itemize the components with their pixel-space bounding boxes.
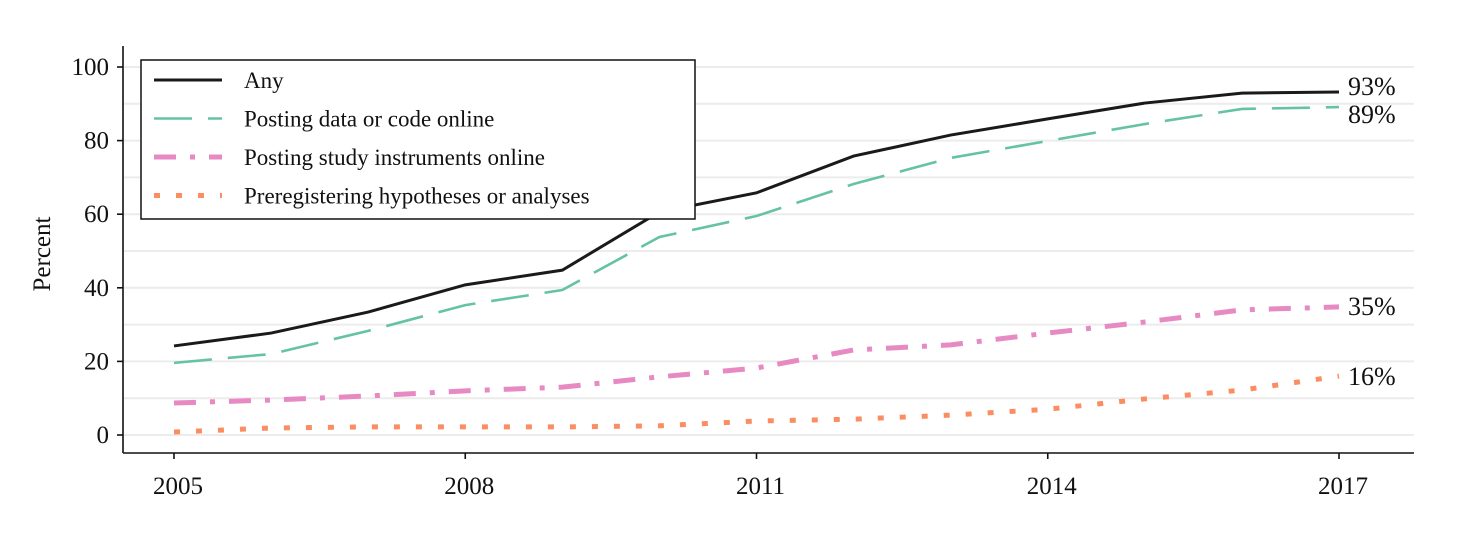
y-axis-label: Percent bbox=[29, 216, 56, 291]
y-tick-label: 80 bbox=[84, 128, 109, 155]
legend-box bbox=[140, 59, 696, 220]
end-label: 89% bbox=[1348, 100, 1396, 129]
legend-label: Posting data or code online bbox=[244, 107, 494, 132]
end-label: 93% bbox=[1348, 72, 1396, 101]
x-tick-label: 2011 bbox=[736, 473, 785, 500]
series-line-1 bbox=[173, 105, 1340, 365]
y-tick-label: 20 bbox=[84, 348, 109, 375]
axes: 0 20 40 60 80 100 2005 2008 2011 2014 2017 bbox=[72, 46, 1414, 500]
x-tick-label: 2017 bbox=[1318, 473, 1368, 500]
series-line-0 bbox=[173, 90, 1340, 348]
legend-label: Posting study instruments online bbox=[244, 145, 545, 170]
y-tick-label: 60 bbox=[84, 201, 109, 228]
end-label: 16% bbox=[1348, 362, 1396, 391]
legend: Any Posting data or code online Posting st… bbox=[140, 59, 696, 220]
series-line-2 bbox=[173, 304, 1340, 406]
y-tick-label: 100 bbox=[72, 54, 110, 81]
x-tick-label: 2008 bbox=[444, 473, 494, 500]
legend-label: Preregistering hypotheses or analyses bbox=[244, 184, 590, 209]
series-lines bbox=[173, 90, 1340, 435]
end-labels: 93%89% 35% 16% bbox=[1348, 72, 1396, 391]
legend-label: Any bbox=[244, 68, 284, 93]
y-tick-label: 40 bbox=[84, 275, 109, 302]
x-tick-label: 2014 bbox=[1027, 473, 1078, 500]
y-tick-label: 0 bbox=[97, 422, 110, 449]
end-label: 35% bbox=[1348, 292, 1396, 321]
x-tick-label: 2005 bbox=[153, 473, 203, 500]
series-line-3 bbox=[173, 373, 1340, 435]
